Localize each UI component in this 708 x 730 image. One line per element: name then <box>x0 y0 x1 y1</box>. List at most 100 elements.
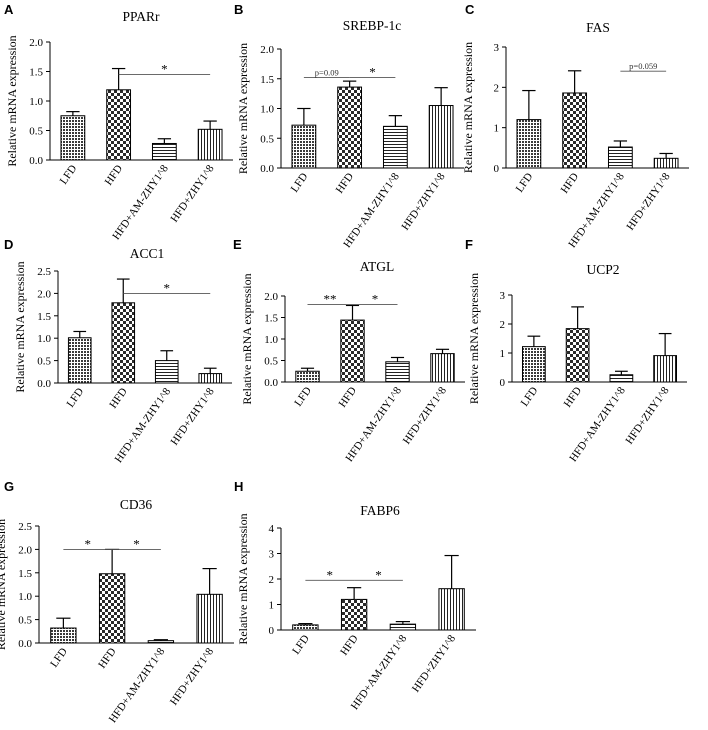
bar-1 <box>340 319 365 383</box>
significance-label: * <box>372 292 379 307</box>
panel-A: A PPARr Relative mRNA expression 0.0 0.5 1.0 1… <box>4 2 233 242</box>
y-tick-label: 2.0 <box>260 44 274 56</box>
x-category-label: HFD+ZHY1^8 <box>168 162 217 224</box>
panel-title: ATGL <box>360 259 395 274</box>
panel-title: SREBP-1c <box>343 18 402 33</box>
bar-0 <box>516 119 542 169</box>
y-tick-label: 3 <box>494 42 500 54</box>
x-category-label: HFD <box>103 163 125 188</box>
x-category-label: LFD <box>514 171 536 195</box>
y-tick-label: 2.5 <box>18 521 32 533</box>
bar-3 <box>198 373 223 384</box>
panel-B: B SREBP-1c Relative mRNA expression 0.0 0.5 1… <box>234 2 464 250</box>
y-tick-label: 0.0 <box>37 378 51 390</box>
panel-G: G CD36 Relative mRNA expression 0.0 0.5 1.0 1.… <box>0 479 234 725</box>
x-category-label: HFD+AM-ZHY1^8 <box>349 632 410 712</box>
bar-2 <box>609 374 634 383</box>
bar-3 <box>430 353 455 383</box>
significance-label: p=0.059 <box>629 61 657 71</box>
y-tick-label: 0.0 <box>264 377 278 389</box>
x-category-label: LFD <box>292 385 314 409</box>
panel-title: PPARr <box>122 9 160 24</box>
panel-letter: G <box>4 479 14 494</box>
y-tick-label: 0.0 <box>18 638 32 650</box>
y-tick-label: 1.0 <box>29 96 43 108</box>
significance-label: * <box>369 65 376 80</box>
y-tick-label: 1 <box>494 123 500 135</box>
y-tick-label: 0 <box>494 163 500 175</box>
y-axis-label: Relative mRNA expression <box>13 261 27 392</box>
x-category-label: LFD <box>58 163 80 187</box>
y-tick-label: 2.0 <box>18 544 32 556</box>
y-axis-label: Relative mRNA expression <box>467 273 481 404</box>
bar-0 <box>50 627 77 644</box>
x-category-label: HFD <box>337 385 359 410</box>
bar-0 <box>67 337 92 384</box>
y-tick-label: 1.5 <box>18 568 32 580</box>
panel-letter: B <box>234 2 243 17</box>
x-category-label: HFD <box>562 385 584 410</box>
y-tick-label: 1.5 <box>264 313 278 325</box>
bar-2 <box>151 142 177 161</box>
y-tick-label: 1.5 <box>29 67 43 79</box>
bar-1 <box>98 573 126 644</box>
bar-2 <box>389 623 417 631</box>
x-category-label: LFD <box>519 385 541 409</box>
significance-label: * <box>327 567 334 582</box>
y-tick-label: 2.0 <box>37 288 51 300</box>
y-tick-label: 1 <box>500 348 506 360</box>
x-category-label: LFD <box>48 646 70 670</box>
y-tick-label: 0.5 <box>260 133 274 145</box>
x-category-label: LFD <box>64 386 86 410</box>
y-tick-label: 1.5 <box>37 311 51 323</box>
panel-title: ACC1 <box>130 246 165 261</box>
y-tick-label: 2.0 <box>29 37 43 49</box>
x-category-label: HFD+ZHY1^8 <box>168 645 217 707</box>
significance-label: * <box>164 280 171 295</box>
x-category-label: HFD+ZHY1^8 <box>168 385 217 447</box>
bar-1 <box>565 328 590 383</box>
significance-label: p=0.09 <box>315 68 339 78</box>
panel-letter: D <box>4 237 13 252</box>
y-tick-label: 1 <box>269 600 275 612</box>
panel-letter: C <box>465 2 475 17</box>
y-tick-label: 0.5 <box>18 615 32 627</box>
bar-0 <box>295 370 320 383</box>
panel-title: FABP6 <box>360 503 400 518</box>
significance-label: ** <box>324 292 337 307</box>
x-category-label: HFD <box>559 171 581 196</box>
x-category-label: HFD+AM-ZHY1^8 <box>107 645 168 725</box>
panel-D: D ACC1 Relative mRNA expression 0.0 0.5 1.0 1.… <box>4 237 232 465</box>
y-tick-label: 0 <box>269 625 275 637</box>
y-tick-label: 1.0 <box>37 333 51 345</box>
panel-letter: F <box>465 237 473 252</box>
panel-F: F UCP2 Relative mRNA expression 0 1 2 3 LFD HFD H… <box>465 237 687 464</box>
bar-1 <box>106 89 132 161</box>
y-tick-label: 1.5 <box>260 74 274 86</box>
bar-1 <box>111 302 136 384</box>
y-tick-label: 1.0 <box>18 591 32 603</box>
x-category-label: LFD <box>290 633 312 657</box>
y-axis-label: Relative mRNA expression <box>5 35 19 166</box>
significance-label: * <box>133 536 140 551</box>
y-tick-label: 0.0 <box>260 163 274 175</box>
y-tick-label: 0.0 <box>29 155 43 167</box>
y-tick-label: 2.0 <box>264 291 278 303</box>
y-tick-label: 2.5 <box>37 266 51 278</box>
panel-title: CD36 <box>120 497 153 512</box>
bar-3 <box>197 128 223 161</box>
bar-2 <box>154 360 179 384</box>
panel-title: FAS <box>586 20 610 35</box>
y-axis-label: Relative mRNA expression <box>240 273 254 404</box>
y-tick-label: 0.5 <box>37 356 51 368</box>
bar-1 <box>562 92 588 169</box>
bar-1 <box>337 86 363 169</box>
x-category-label: HFD+ZHY1^8 <box>399 170 448 232</box>
bar-3 <box>653 355 677 383</box>
bar-0 <box>292 624 319 631</box>
y-tick-label: 2 <box>269 574 275 586</box>
y-tick-label: 0.5 <box>264 356 278 368</box>
y-axis-label: Relative mRNA expression <box>461 42 475 173</box>
x-category-label: HFD+ZHY1^8 <box>623 384 672 446</box>
significance-label: * <box>85 536 92 551</box>
